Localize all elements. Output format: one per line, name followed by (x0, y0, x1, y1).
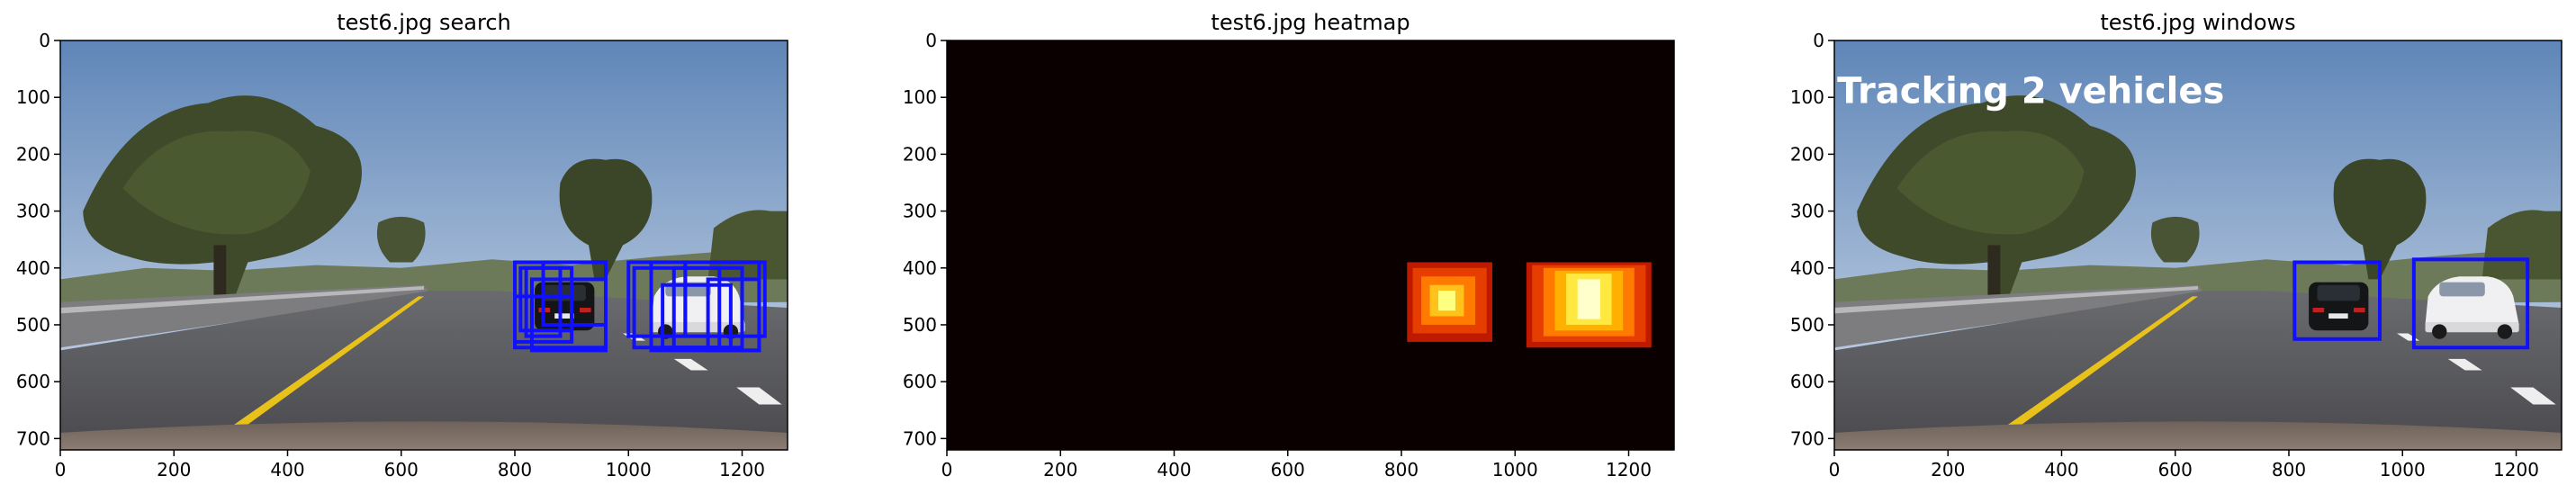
y-tick-label: 300 (1790, 201, 1824, 222)
panel-heatmap: test6.jpg heatmap 0 200 400 600 800 1000 1200 0 1… (903, 10, 1675, 481)
vehicle-box (2411, 257, 2530, 350)
road-photo (60, 40, 788, 450)
y-tick-label: 600 (903, 371, 937, 392)
panel-search: test6.jpg search 0 200 400 600 800 1000 1200 0 10… (16, 10, 788, 481)
x-tick-label: 200 (1043, 459, 1077, 481)
x-tick-label: 1000 (1492, 459, 1538, 481)
vehicle-box (2292, 260, 2382, 341)
y-tick-label: 700 (1790, 427, 1824, 449)
y-tick-label: 100 (1790, 86, 1824, 108)
tracking-label: Tracking 2 vehicles (1837, 71, 2224, 112)
search-window-box (541, 260, 608, 327)
heatmap-image (947, 40, 1674, 450)
axes-frame (59, 40, 788, 451)
y-tick-label: 700 (903, 427, 937, 449)
y-tick-label: 100 (903, 86, 937, 108)
axes-frame (946, 40, 1675, 451)
y-tick-label: 0 (925, 30, 937, 51)
y-tick-label: 700 (16, 427, 50, 449)
x-tick-label: 1200 (2493, 459, 2539, 481)
y-tick-label: 500 (16, 314, 50, 336)
y-tick-label: 300 (903, 201, 937, 222)
x-tick-label: 200 (157, 459, 191, 481)
panel-title: test6.jpg heatmap (1211, 10, 1410, 35)
x-tick-label: 400 (1157, 459, 1191, 481)
y-tick-label: 500 (1790, 314, 1824, 336)
axes-frame (1833, 40, 2562, 451)
x-tick-label: 800 (2272, 459, 2306, 481)
y-tick-label: 400 (16, 257, 50, 279)
y-tick-label: 500 (903, 314, 937, 336)
x-tick-label: 800 (1384, 459, 1419, 481)
y-tick-label: 0 (39, 30, 50, 51)
y-tick-label: 600 (16, 371, 50, 392)
panel-windows: test6.jpg windows Tracking 2 vehicles 0 200… (1790, 10, 2562, 481)
x-tick-label: 1000 (2380, 459, 2426, 481)
y-tick-label: 0 (1813, 30, 1824, 51)
search-window-box (683, 260, 767, 338)
search-window-box (661, 283, 733, 350)
x-tick-label: 800 (498, 459, 532, 481)
x-tick-label: 400 (270, 459, 304, 481)
y-tick-label: 200 (1790, 143, 1824, 165)
x-tick-label: 1200 (719, 459, 765, 481)
search-window-box (706, 277, 761, 353)
x-tick-label: 1000 (606, 459, 652, 481)
heat-blob (1577, 279, 1600, 319)
x-tick-label: 0 (55, 459, 67, 481)
x-tick-label: 200 (1931, 459, 1965, 481)
x-tick-label: 600 (384, 459, 419, 481)
y-tick-label: 100 (16, 86, 50, 108)
x-tick-label: 600 (2158, 459, 2193, 481)
panel-title: test6.jpg windows (2100, 10, 2295, 35)
panel-title: test6.jpg search (337, 10, 510, 35)
x-tick-label: 0 (941, 459, 953, 481)
heat-blob (1438, 291, 1455, 311)
y-tick-label: 200 (903, 143, 937, 165)
y-tick-label: 200 (16, 143, 50, 165)
x-tick-label: 400 (2044, 459, 2078, 481)
y-tick-label: 400 (1790, 257, 1824, 279)
y-tick-label: 600 (1790, 371, 1824, 392)
x-tick-label: 0 (1829, 459, 1841, 481)
y-tick-label: 400 (903, 257, 937, 279)
x-tick-label: 600 (1271, 459, 1305, 481)
y-tick-label: 300 (16, 201, 50, 222)
x-tick-label: 1200 (1606, 459, 1652, 481)
